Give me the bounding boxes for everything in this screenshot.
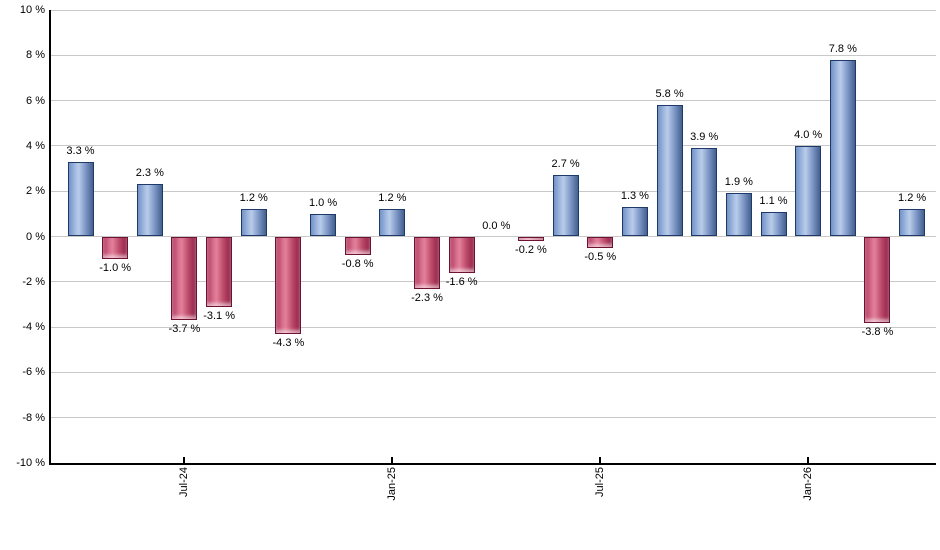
bar-value-label: 1.2 %: [239, 192, 268, 205]
bar: [587, 236, 614, 248]
bar-value-label: -3.8 %: [861, 325, 894, 338]
bar-value-label: 5.8 %: [655, 88, 684, 101]
y-axis: [49, 10, 51, 465]
y-axis-tick-label: -4 %: [22, 321, 45, 334]
gridline: [51, 100, 936, 102]
bar: [552, 175, 579, 237]
gridline: [51, 417, 936, 419]
x-axis-tick: [807, 457, 810, 463]
bar: [136, 184, 163, 237]
y-axis-tick-label: 8 %: [26, 49, 45, 62]
bar-value-label: -3.7 %: [168, 323, 201, 336]
bar-value-label: 4.0 %: [794, 128, 823, 141]
y-axis-tick-label: 6 %: [26, 94, 45, 107]
bar: [379, 209, 406, 237]
bar-value-label: 7.8 %: [828, 42, 857, 55]
bar: [171, 236, 198, 321]
bar: [760, 211, 787, 237]
bar: [621, 207, 648, 237]
bar-value-label: 2.7 %: [551, 158, 580, 171]
bar: [656, 105, 683, 237]
bar: [275, 236, 302, 334]
x-axis-tick: [391, 457, 394, 463]
x-axis-tick-label: Jan-26: [802, 467, 815, 501]
gridline: [51, 9, 936, 11]
y-axis-tick-label: 0 %: [26, 230, 45, 243]
bar: [795, 145, 822, 237]
bar: [829, 59, 856, 237]
bar-value-label: -0.8 %: [341, 257, 374, 270]
gridline: [51, 326, 936, 328]
y-axis-tick-label: 2 %: [26, 185, 45, 198]
gridline: [51, 54, 936, 56]
bar-value-label: -0.5 %: [584, 250, 617, 263]
bar-value-label: 1.2 %: [378, 192, 407, 205]
bar-value-label: -4.3 %: [272, 336, 305, 349]
gridline: [51, 236, 936, 237]
bar-value-label: -1.0 %: [99, 262, 132, 275]
bar: [691, 148, 718, 237]
bar-value-label: 1.0 %: [308, 196, 338, 209]
bar: [310, 213, 337, 237]
gridline: [51, 371, 936, 373]
bar: [448, 236, 475, 273]
bar-value-label: 2.3 %: [135, 167, 164, 180]
y-axis-tick-label: -8 %: [22, 411, 45, 424]
bar-value-label: 0.0 %: [482, 219, 511, 232]
bar: [899, 209, 926, 237]
x-axis-tick: [183, 457, 186, 463]
y-axis-tick-label: 4 %: [26, 139, 45, 152]
bar-value-label: 3.3 %: [66, 144, 95, 157]
bar-value-label: 1.1 %: [759, 194, 788, 207]
x-axis-tick-label: Jul-25: [594, 467, 607, 497]
bar-value-label: -1.6 %: [445, 275, 478, 288]
gridline: [51, 190, 936, 192]
x-axis-tick-label: Jan-25: [386, 467, 399, 501]
x-axis-tick: [599, 457, 602, 463]
bar: [414, 236, 440, 289]
bar-value-label: 1.3 %: [620, 190, 649, 203]
y-axis-tick-label: -2 %: [22, 275, 45, 288]
bar: [344, 236, 371, 255]
y-axis-tick-label: -10 %: [16, 457, 45, 469]
bar-value-label: -2.3 %: [411, 291, 443, 304]
bar: [864, 236, 891, 323]
y-axis-tick-label: -6 %: [22, 366, 45, 379]
bar: [102, 236, 129, 260]
x-axis-tick-label: Jul-24: [178, 467, 191, 497]
bar-value-label: 1.2 %: [898, 192, 927, 205]
x-axis: [49, 463, 936, 465]
bar: [206, 236, 233, 307]
bar-value-label: -0.2 %: [515, 244, 547, 257]
gridline: [51, 145, 936, 147]
y-axis-tick-label: 10 %: [19, 4, 45, 16]
bar: [67, 161, 94, 237]
bar-value-label: -3.1 %: [203, 309, 235, 322]
gridline: [51, 281, 936, 283]
bar: [240, 209, 267, 237]
bar-value-label: 1.9 %: [724, 176, 753, 189]
bar: [517, 236, 544, 242]
bar: [725, 193, 752, 237]
bar-value-label: 3.9 %: [690, 131, 719, 144]
